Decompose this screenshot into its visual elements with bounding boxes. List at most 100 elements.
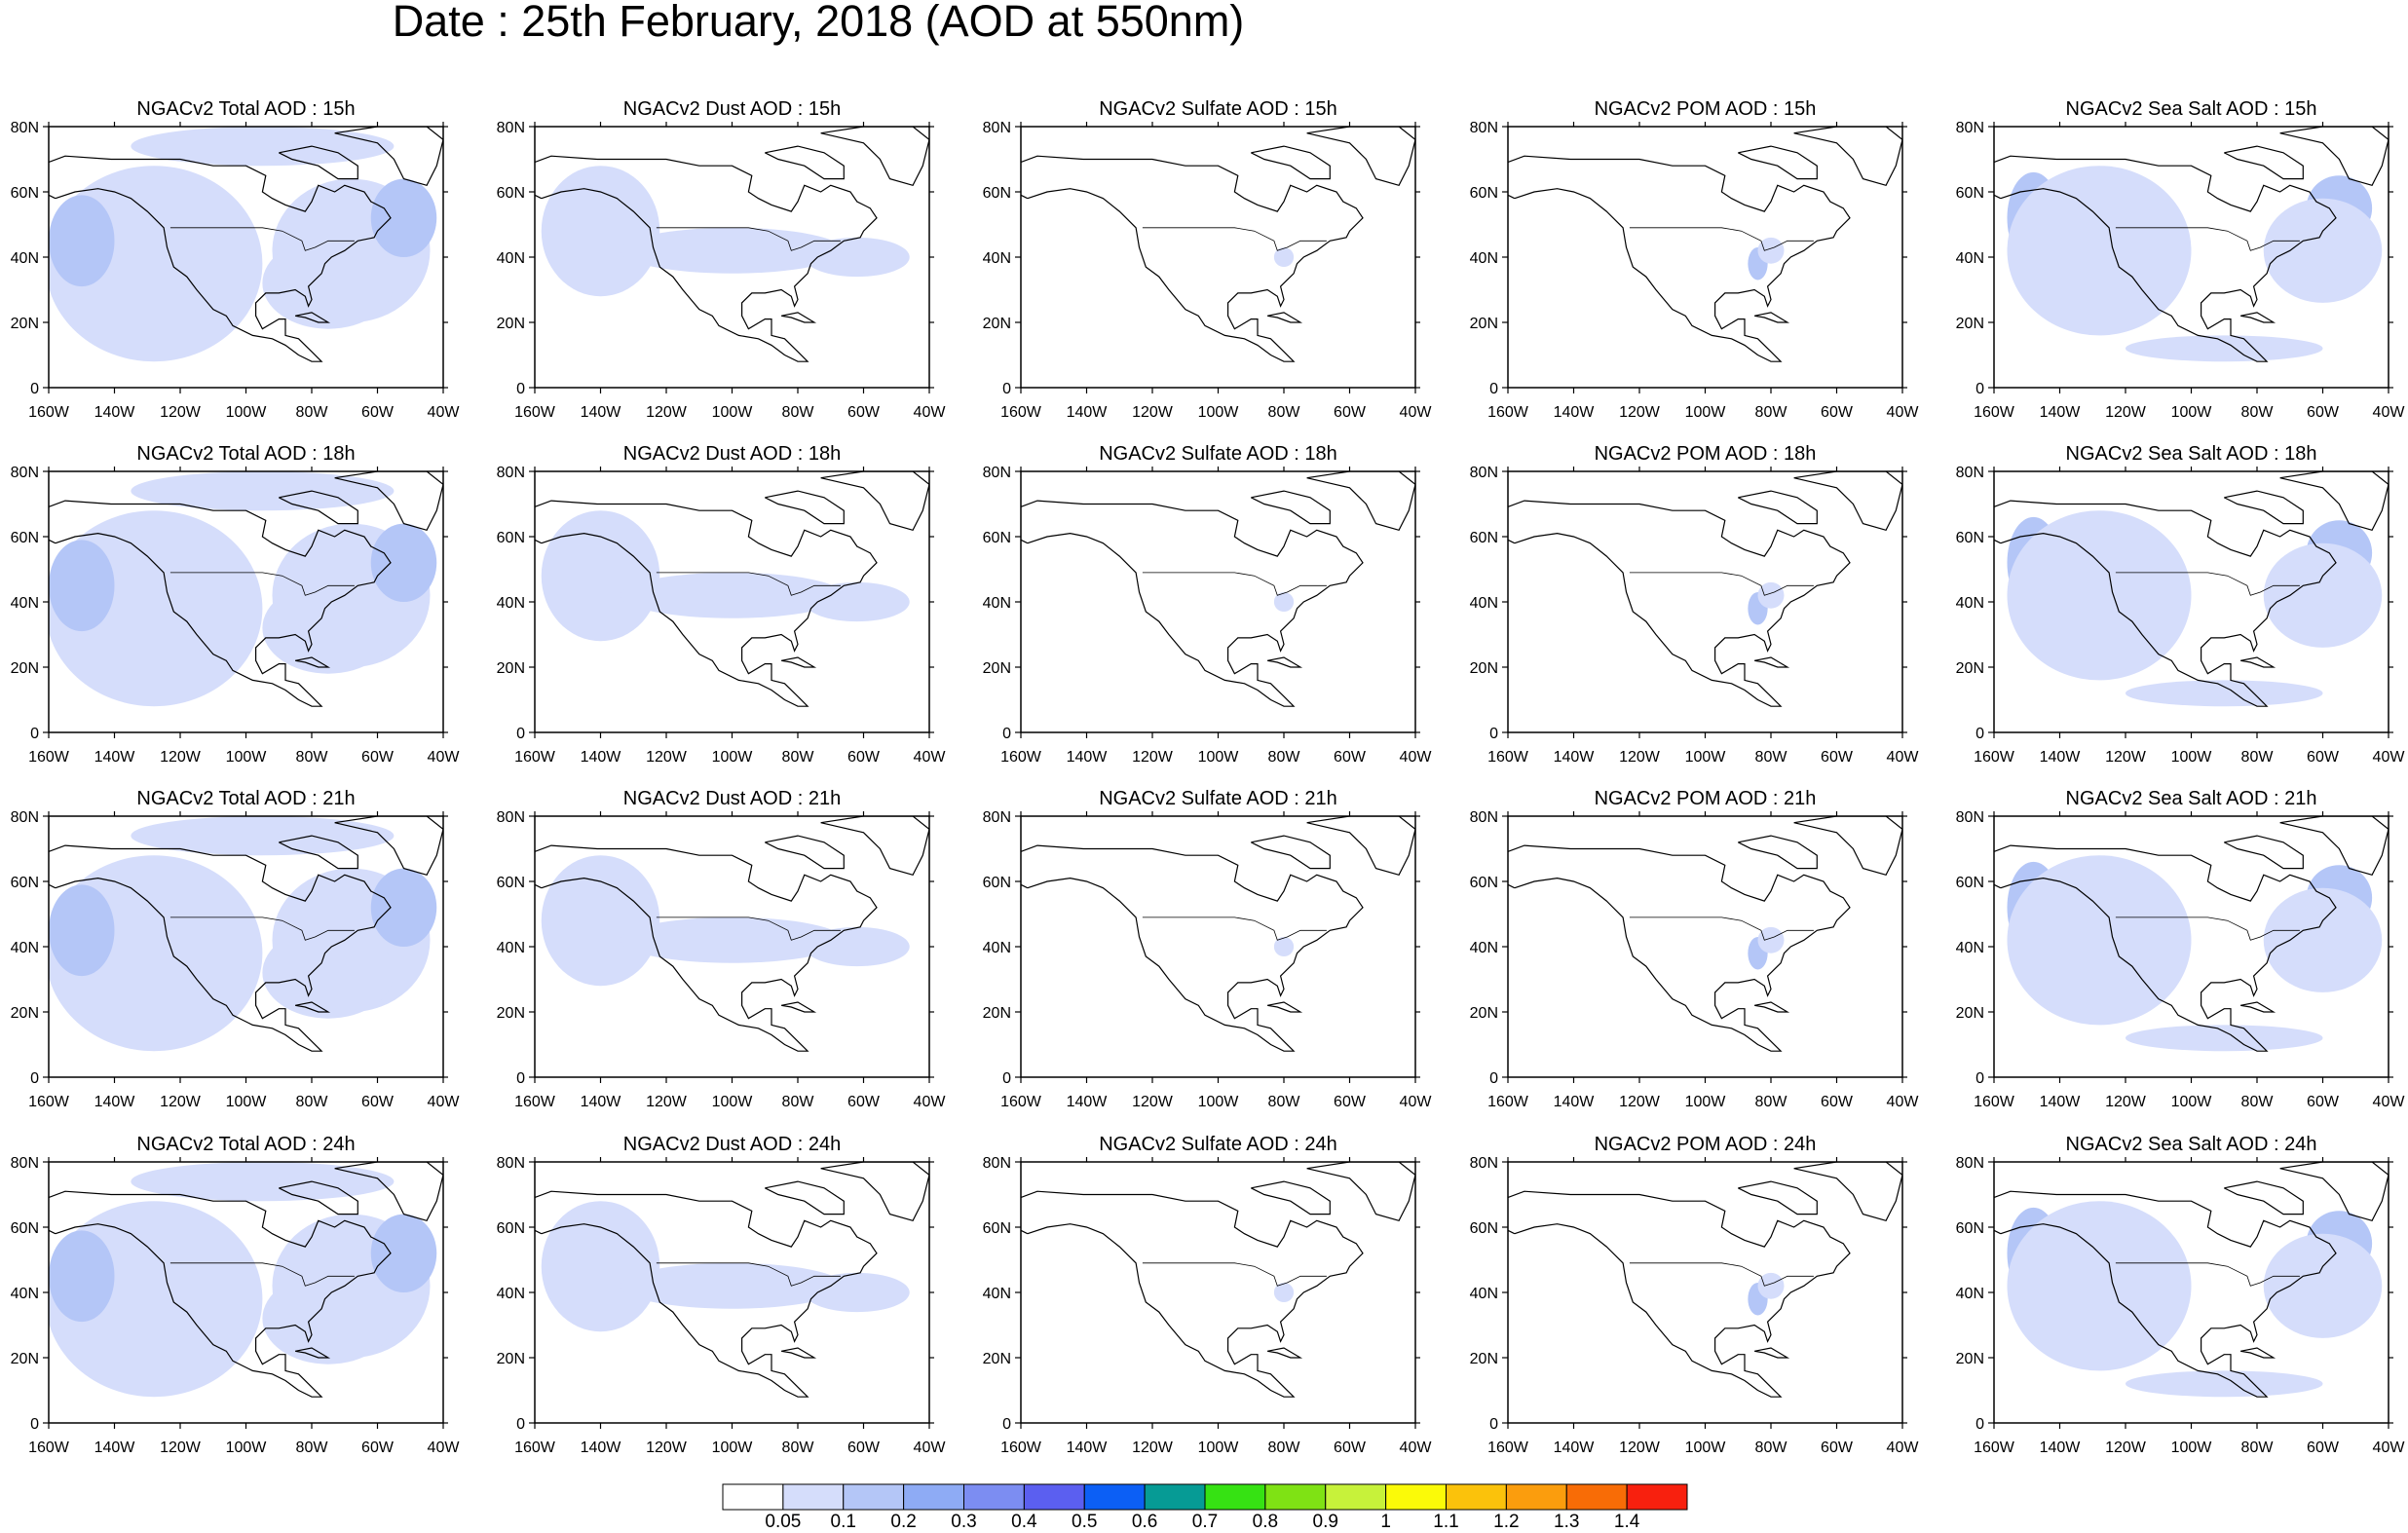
national-border <box>1142 227 1327 251</box>
aod-field <box>541 166 910 297</box>
lon-tick-label: 80W <box>1755 1440 1788 1456</box>
lon-tick-label: 160W <box>1974 1094 2015 1110</box>
lon-tick-label: 60W <box>847 1440 881 1456</box>
coastline <box>780 1001 817 1013</box>
national-border <box>2115 916 2300 941</box>
national-border <box>1629 572 1814 596</box>
colorbar-label: 1 <box>1380 1512 1391 1532</box>
lat-tick-label: 80N <box>11 120 39 136</box>
lon-tick-label: 40W <box>1400 404 1433 421</box>
coastline <box>1021 1190 1364 1398</box>
national-border <box>1629 1262 1814 1287</box>
coastlines <box>535 816 929 1052</box>
lat-tick-label: 0 <box>516 726 525 742</box>
coastline <box>49 1190 392 1398</box>
lat-tick-label: 0 <box>1002 1416 1011 1433</box>
lon-tick-label: 60W <box>847 404 881 421</box>
panel-title: NGACv2 Total AOD : 15h <box>136 98 355 120</box>
lon-tick-label: 80W <box>296 749 329 766</box>
coastlines <box>49 127 443 362</box>
coastline <box>279 835 358 870</box>
aod-region <box>49 195 115 287</box>
lat-tick-label: 20N <box>11 660 39 677</box>
lat-tick-label: 60N <box>11 185 39 202</box>
aod-region <box>1273 936 1295 957</box>
lon-tick-label: 120W <box>2105 749 2147 766</box>
national-border <box>169 572 355 596</box>
coastline <box>1021 155 1364 362</box>
aod-field <box>1748 237 1785 280</box>
lon-tick-label: 160W <box>1974 404 2015 421</box>
coastline <box>1508 844 1851 1052</box>
aod-region <box>2126 680 2323 707</box>
coastline <box>1266 312 1303 323</box>
lon-tick-label: 160W <box>1000 749 1042 766</box>
lon-tick-label: 140W <box>1554 1094 1596 1110</box>
lon-tick-label: 160W <box>514 404 556 421</box>
colorbar-label: 0.5 <box>1072 1512 1098 1532</box>
panel-title: NGACv2 Sea Salt AOD : 15h <box>2066 98 2317 120</box>
aod-region <box>370 868 437 947</box>
lon-tick-label: 80W <box>1755 404 1788 421</box>
map-panel-6: NGACv2 Total AOD : 18h 160W 140W 120W 100W 80… <box>11 443 461 766</box>
lat-tick-label: 40N <box>983 940 1011 956</box>
coastline <box>294 656 331 668</box>
colorbar <box>722 1483 1688 1511</box>
lon-tick-label: 60W <box>361 404 395 421</box>
lon-tick-label: 160W <box>1000 1440 1042 1456</box>
panel-title: NGACv2 Sulfate AOD : 24h <box>1099 1134 1337 1155</box>
aod-region <box>541 510 660 642</box>
national-border <box>169 916 355 941</box>
lon-tick-label: 160W <box>28 1094 70 1110</box>
national-border <box>2115 227 2300 251</box>
panel-title: NGACv2 Dust AOD : 15h <box>623 98 841 120</box>
lat-tick-label: 80N <box>1470 465 1498 481</box>
lat-tick-label: 80N <box>1956 1155 1984 1172</box>
aod-region <box>370 178 437 257</box>
figure-title: Date : 25th February, 2018 (AOD at 550nm… <box>392 0 1245 46</box>
panel-title: NGACv2 POM AOD : 24h <box>1595 1134 1817 1155</box>
lat-tick-label: 0 <box>1489 726 1498 742</box>
lat-tick-label: 20N <box>1956 1005 1984 1022</box>
coastlines <box>1994 471 2389 707</box>
lat-tick-label: 20N <box>983 1351 1011 1367</box>
lon-tick-label: 160W <box>1487 749 1529 766</box>
lon-tick-label: 140W <box>94 1440 136 1456</box>
lon-tick-label: 160W <box>514 1094 556 1110</box>
coastline <box>2239 1001 2276 1013</box>
lat-tick-label: 80N <box>497 1155 525 1172</box>
lat-tick-label: 0 <box>1975 1070 1984 1087</box>
lon-tick-label: 140W <box>1554 404 1596 421</box>
aod-field <box>541 1201 910 1332</box>
national-border <box>1629 916 1814 941</box>
aod-region <box>49 884 115 977</box>
coastline <box>1508 500 1851 707</box>
aod-field <box>49 127 437 362</box>
lat-tick-label: 20N <box>11 1351 39 1367</box>
lon-tick-label: 160W <box>1974 749 2015 766</box>
lon-tick-label: 80W <box>1755 1094 1788 1110</box>
map-panel-11: NGACv2 Total AOD : 21h 160W 140W 120W 100W 80… <box>11 788 461 1110</box>
lat-tick-label: 0 <box>30 1416 39 1433</box>
panel-title: NGACv2 Sea Salt AOD : 24h <box>2066 1134 2317 1155</box>
lat-tick-label: 60N <box>1470 1220 1498 1237</box>
coastline <box>1266 1001 1303 1013</box>
colorbar-label: 1.1 <box>1433 1512 1459 1532</box>
map-background <box>1508 1162 1902 1423</box>
lat-tick-label: 40N <box>1956 1286 1984 1302</box>
aod-region <box>49 1230 115 1323</box>
coastline <box>1251 490 1331 525</box>
coastline <box>334 816 443 877</box>
lon-tick-label: 120W <box>1132 404 1174 421</box>
lat-tick-label: 80N <box>11 809 39 826</box>
lon-tick-label: 80W <box>1268 749 1301 766</box>
coastlines <box>1508 816 1902 1052</box>
lat-tick-label: 20N <box>1470 660 1498 677</box>
lon-tick-label: 60W <box>1821 404 1854 421</box>
coastline <box>334 471 443 532</box>
panel-title: NGACv2 POM AOD : 18h <box>1595 443 1817 465</box>
panel-title: NGACv2 Dust AOD : 24h <box>623 1134 841 1155</box>
lat-tick-label: 40N <box>11 250 39 267</box>
map-panel-19: NGACv2 POM AOD : 24h 160W 140W 120W 100W 80W 6… <box>1470 1134 1920 1456</box>
colorbar-label: 0.3 <box>951 1512 977 1532</box>
